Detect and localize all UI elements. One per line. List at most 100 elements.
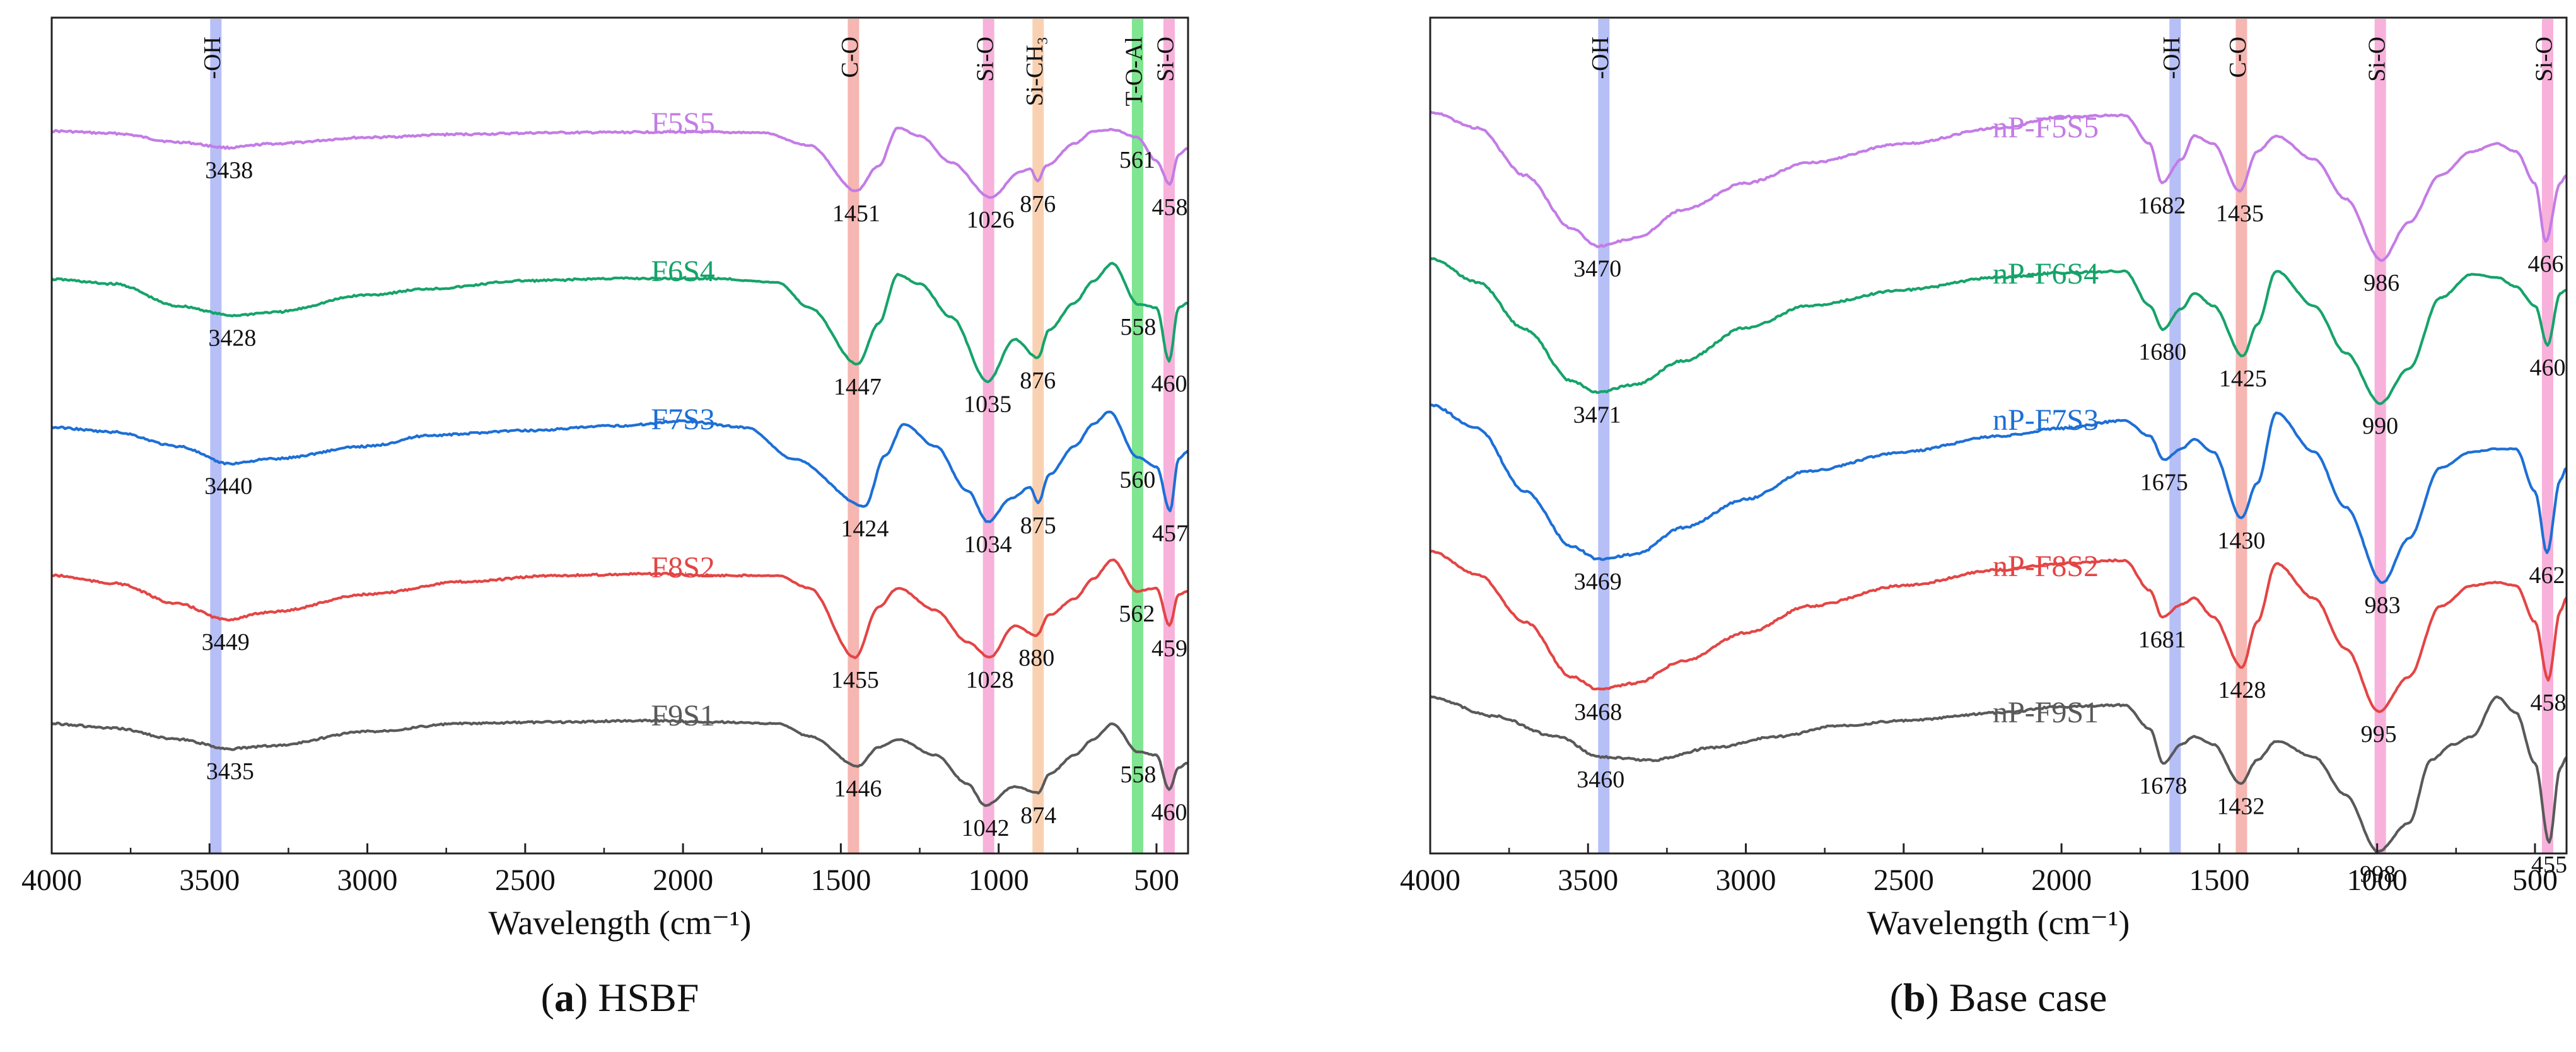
x-tick-label-b-0: 4000 (1400, 864, 1460, 897)
peak-label-nP-F7S3-3: 983 (2365, 592, 2401, 619)
x-tick-label-b-5: 1500 (2189, 864, 2249, 897)
x-tick-label-b-6: 1000 (2347, 864, 2408, 897)
peak-label-F8S2-2: 1028 (966, 667, 1014, 693)
band-label-0: -OH (199, 37, 226, 79)
band-0 (210, 19, 222, 853)
caption-letter: b (1903, 975, 1926, 1020)
band-3 (1032, 19, 1044, 853)
band-3 (2374, 19, 2386, 853)
band-1 (2169, 19, 2181, 853)
peak-label-nP-F8S2-4: 458 (2530, 690, 2566, 716)
peak-label-nP-F6S4-2: 1425 (2219, 366, 2267, 392)
x-axis-label-a: Wavelength (cm⁻¹) (489, 904, 752, 942)
peak-label-nP-F7S3-0: 3469 (1574, 569, 1622, 595)
caption-text: ) Base case (1926, 975, 2107, 1020)
series-label-F9S1: F9S1 (651, 699, 714, 732)
peak-label-nP-F5S5-3: 986 (2363, 270, 2399, 296)
peak-label-nP-F6S4-0: 3471 (1573, 402, 1621, 429)
caption-paren-open: ( (541, 975, 554, 1020)
peak-label-F8S2-3: 880 (1018, 645, 1054, 671)
peak-label-F5S5-3: 876 (1020, 191, 1056, 217)
band-label-3: Si-CH₃ (1022, 37, 1048, 106)
peak-label-nP-F5S5-2: 1435 (2216, 200, 2264, 227)
peak-label-nP-F5S5-4: 466 (2527, 251, 2563, 277)
panel-b: -OH -OH C-O Si-O Si-OnP-F5S5 3470 1682 1435 986 4… (1400, 16, 2568, 1020)
series-label-nP-F7S3: nP-F7S3 (1993, 403, 2099, 437)
peak-label-nP-F7S3-1: 1675 (2140, 470, 2188, 496)
peak-label-nP-F9S1-3: 998 (2360, 861, 2396, 887)
peak-label-F6S4-5: 460 (1151, 371, 1187, 397)
peak-label-F7S3-4: 560 (1119, 467, 1155, 494)
series-line-nP-F6S4 (1430, 257, 2567, 405)
peak-label-F6S4-1: 1447 (834, 374, 882, 400)
peak-label-F7S3-1: 1424 (841, 516, 889, 542)
series-label-F5S5: F5S5 (651, 107, 714, 140)
series-line-F6S4 (50, 262, 1189, 383)
x-tick-label-a-5: 1500 (810, 864, 871, 897)
series-line-F7S3 (51, 410, 1189, 523)
peak-label-F8S2-4: 562 (1119, 601, 1155, 627)
band-5 (1163, 19, 1175, 853)
peak-label-nP-F8S2-1: 1681 (2138, 627, 2186, 653)
peak-label-F6S4-4: 558 (1120, 314, 1156, 340)
x-axis-label-b: Wavelength (cm⁻¹) (1867, 904, 2130, 942)
peak-label-F9S1-1: 1446 (834, 776, 882, 802)
series-label-nP-F8S2: nP-F8S2 (1993, 550, 2099, 583)
peak-label-nP-F9S1-0: 3460 (1576, 766, 1624, 793)
peak-label-F7S3-3: 875 (1020, 512, 1056, 539)
x-tick-label-a-6: 1000 (969, 864, 1029, 897)
band-label-0: -OH (1587, 37, 1614, 79)
peak-label-F5S5-0: 3438 (205, 157, 253, 183)
band-markers: -OH C-O Si-O Si-CH₃ T-O-Al Si-O (199, 19, 1179, 853)
peak-label-nP-F9S1-1: 1678 (2139, 773, 2187, 799)
band-2 (2235, 19, 2247, 853)
peak-label-F6S4-0: 3428 (208, 325, 256, 352)
band-4 (2541, 19, 2553, 853)
x-tick-label-b-1: 3500 (1558, 864, 1618, 897)
series-label-nP-F5S5: nP-F5S5 (1993, 111, 2099, 144)
band-label-1: C-O (837, 37, 863, 78)
series-line-F9S1 (51, 718, 1189, 807)
band-label-4: T-O-Al (1121, 37, 1148, 106)
band-4 (1131, 19, 1143, 853)
series-label-nP-F9S1: nP-F9S1 (1993, 696, 2099, 729)
peak-label-F5S5-4: 561 (1119, 147, 1155, 173)
plot-frame-a (50, 16, 1189, 855)
series-line-nP-F5S5 (1429, 110, 2568, 262)
peak-label-nP-F7S3-2: 1430 (2217, 528, 2265, 554)
peak-label-nP-F6S4-3: 990 (2362, 413, 2398, 439)
peak-label-nP-F8S2-2: 1428 (2218, 677, 2266, 703)
series-line-nP-F9S1 (1430, 695, 2568, 853)
x-tick-label-b-3: 2500 (1874, 864, 1934, 897)
band-markers: -OH -OH C-O Si-O Si-O (1587, 19, 2558, 853)
peak-label-F9S1-4: 558 (1120, 761, 1156, 788)
plot-frame-b (1429, 16, 2568, 855)
series-label-nP-F6S4: nP-F6S4 (1993, 257, 2099, 291)
peak-label-nP-F5S5-0: 3470 (1573, 256, 1621, 282)
peak-label-F9S1-2: 1042 (962, 815, 1010, 841)
peak-label-nP-F5S5-1: 1682 (2138, 193, 2186, 219)
peak-label-F7S3-5: 457 (1152, 521, 1188, 547)
x-tick-label-a-7: 500 (1134, 864, 1179, 897)
band-label-3: Si-O (2363, 37, 2390, 82)
peak-label-F7S3-0: 3440 (204, 473, 252, 500)
x-tick-label-a-3: 2500 (495, 864, 556, 897)
x-tick-label-a-0: 4000 (21, 864, 82, 897)
panel-caption-b: (b) Base case (1890, 975, 2107, 1020)
peak-label-nP-F9S1-2: 1432 (2217, 794, 2264, 820)
peak-label-F5S5-5: 458 (1151, 194, 1187, 221)
series-label-F6S4: F6S4 (651, 255, 714, 288)
x-tick-label-b-7: 500 (2512, 864, 2558, 897)
axes-a: 4000 3500 3000 2500 2000 1500 1000 500 Wavelengt… (21, 16, 1189, 942)
caption-letter: a (554, 975, 574, 1020)
peak-label-nP-F8S2-3: 995 (2361, 721, 2397, 748)
peak-label-F7S3-2: 1034 (964, 531, 1012, 558)
peak-label-nP-F8S2-0: 3468 (1574, 699, 1622, 725)
panel-caption-a: (a) HSBF (541, 975, 699, 1020)
caption-paren-open: ( (1890, 975, 1903, 1020)
peak-label-F9S1-0: 3435 (206, 758, 254, 785)
peak-label-nP-F7S3-4: 462 (2529, 562, 2565, 589)
peak-label-F9S1-5: 460 (1151, 799, 1187, 826)
